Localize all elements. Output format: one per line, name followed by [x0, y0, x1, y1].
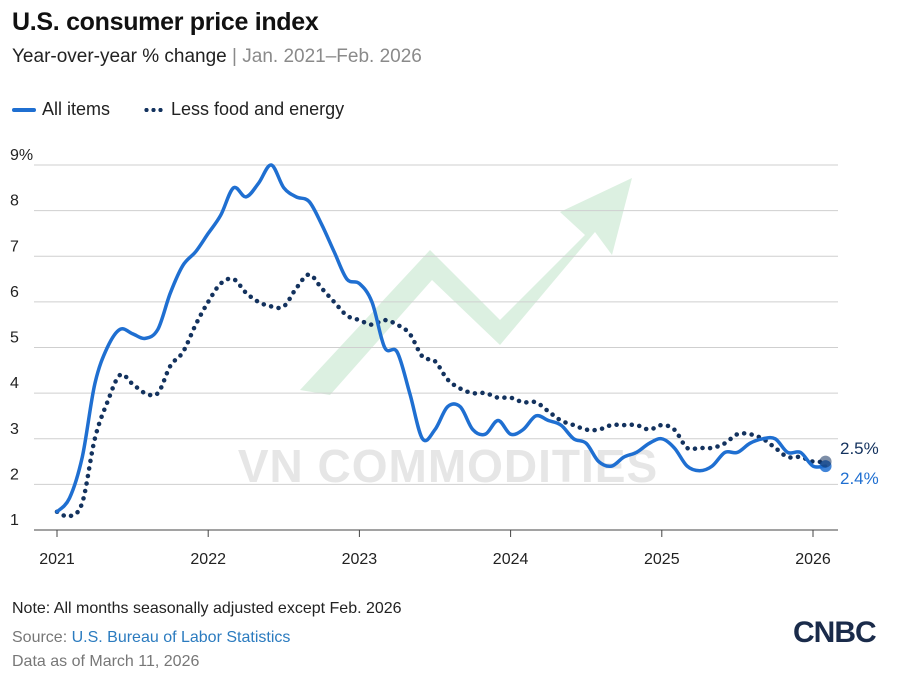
- end-label-core: 2.5%: [840, 439, 879, 458]
- y-axis-tick-labels: 1 2 3 4 5 6 7 8 9%: [10, 147, 33, 529]
- y-tick-label: 7: [10, 238, 19, 255]
- x-tick-label: 2024: [493, 551, 529, 568]
- source-label: Source:: [12, 629, 72, 646]
- legend-item-core: Less food and energy: [143, 99, 344, 120]
- series-line-all-items: [55, 163, 828, 514]
- y-tick-label: 1: [10, 512, 19, 529]
- legend-dotted-line-swatch: [143, 107, 164, 112]
- y-tick-label: 6: [10, 284, 19, 301]
- end-label-all-items: 2.4%: [840, 469, 879, 488]
- x-tick-label: 2026: [795, 551, 831, 568]
- chart-series: [54, 163, 828, 519]
- source-link[interactable]: U.S. Bureau of Labor Statistics: [71, 629, 291, 646]
- x-tick-label: 2025: [644, 551, 680, 568]
- subtitle-date-range: Jan. 2021–Feb. 2026: [242, 46, 422, 67]
- subtitle-separator: |: [226, 46, 243, 67]
- x-tick-label: 2023: [342, 551, 378, 568]
- legend-solid-line-swatch: [12, 107, 36, 112]
- legend-label-core: Less food and energy: [171, 99, 345, 119]
- chart-legend: All items Less food and energy: [12, 99, 377, 120]
- subtitle-main: Year-over-year % change: [12, 46, 227, 67]
- watermark: VN COMMODITIES: [238, 178, 658, 492]
- x-axis: 2021 2022 2023 2024 2025 2026: [34, 529, 838, 568]
- watermark-arrow-icon: [300, 178, 632, 395]
- cnbc-logo: CNBC: [793, 616, 877, 649]
- footnote: Note: All months seasonally adjusted exc…: [12, 600, 402, 617]
- y-tick-label: 4: [10, 375, 19, 392]
- legend-label-all-items: All items: [42, 99, 111, 119]
- end-markers: 2.5% 2.4%: [819, 439, 879, 488]
- series-line-core: [54, 272, 828, 519]
- end-marker-core: [819, 455, 832, 468]
- chart-subtitle: Year-over-year % change | Jan. 2021–Feb.…: [12, 46, 422, 68]
- watermark-text: VN COMMODITIES: [238, 440, 658, 492]
- data-as-of: Data as of March 11, 2026: [12, 653, 200, 670]
- y-tick-label: 9%: [10, 147, 33, 164]
- legend-item-all-items: All items: [12, 99, 110, 120]
- y-tick-label: 8: [10, 193, 19, 210]
- y-tick-label: 2: [10, 466, 19, 483]
- chart-title: U.S. consumer price index: [12, 8, 319, 36]
- y-tick-label: 5: [10, 330, 19, 347]
- x-tick-label: 2021: [39, 551, 75, 568]
- y-tick-label: 3: [10, 421, 19, 438]
- source-line: Source: U.S. Bureau of Labor Statistics: [12, 629, 290, 647]
- x-tick-label: 2022: [190, 551, 226, 568]
